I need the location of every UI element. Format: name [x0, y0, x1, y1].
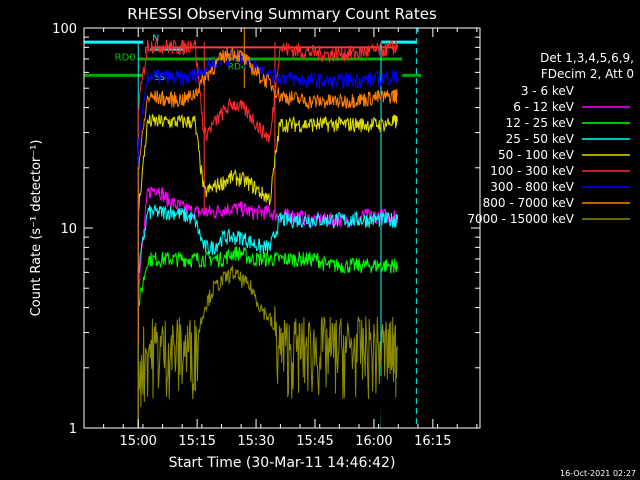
legend-label: 100 - 300 keV — [490, 164, 574, 178]
series-line-3 — [137, 204, 398, 428]
det-info-line-2: FDecim 2, Att 0 — [541, 67, 634, 81]
x-tick-label: 15:45 — [296, 434, 333, 449]
legend: Det 1,3,4,5,6,9, FDecim 2, Att 0 3 - 6 k… — [467, 51, 634, 226]
series-line-4 — [137, 113, 398, 428]
x-tick-label: 15:30 — [237, 434, 274, 449]
series-line-5 — [137, 37, 398, 428]
flag-n-label: N — [152, 34, 159, 44]
legend-label: 7000 - 15000 keV — [467, 212, 574, 226]
x-tick-label: 16:00 — [355, 434, 392, 449]
legend-label: 3 - 6 keV — [521, 84, 575, 98]
flag-rd4-label: RD4 — [228, 62, 247, 72]
legend-label: 6 - 12 keV — [513, 100, 575, 114]
det-info-line-1: Det 1,3,4,5,6,9, — [540, 51, 634, 65]
series-line-6 — [137, 50, 398, 428]
x-tick-label: 15:15 — [178, 434, 215, 449]
legend-label: 800 - 7000 keV — [483, 196, 575, 210]
timestamp: 16-Oct-2021 02:27 — [560, 469, 636, 478]
legend-label: 25 - 50 keV — [506, 132, 575, 146]
y-tick-label: 10 — [60, 222, 77, 237]
flag-rd0-label: RD0 — [115, 53, 136, 64]
y-tick-label: 100 — [52, 22, 77, 37]
x-tick-label: 15:00 — [119, 434, 156, 449]
series-line-7 — [137, 47, 398, 428]
x-axis-label: Start Time (30-Mar-11 14:46:42) — [169, 455, 396, 471]
y-tick-label: 1 — [69, 422, 77, 437]
series-line-2 — [137, 246, 398, 428]
x-tick-label: 16:15 — [414, 434, 451, 449]
legend-label: 12 - 25 keV — [506, 116, 575, 130]
y-axis-label: Count Rate (s⁻¹ detector⁻¹) — [29, 140, 44, 317]
legend-label: 300 - 800 keV — [490, 180, 574, 194]
chart-title: RHESSI Observing Summary Count Rates — [127, 5, 437, 23]
legend-label: 50 - 100 keV — [498, 148, 575, 162]
axes: 1 10 100 15:00 15:15 15:30 15:45 16:00 16:15 — [52, 22, 481, 449]
series-line-8 — [137, 265, 398, 428]
